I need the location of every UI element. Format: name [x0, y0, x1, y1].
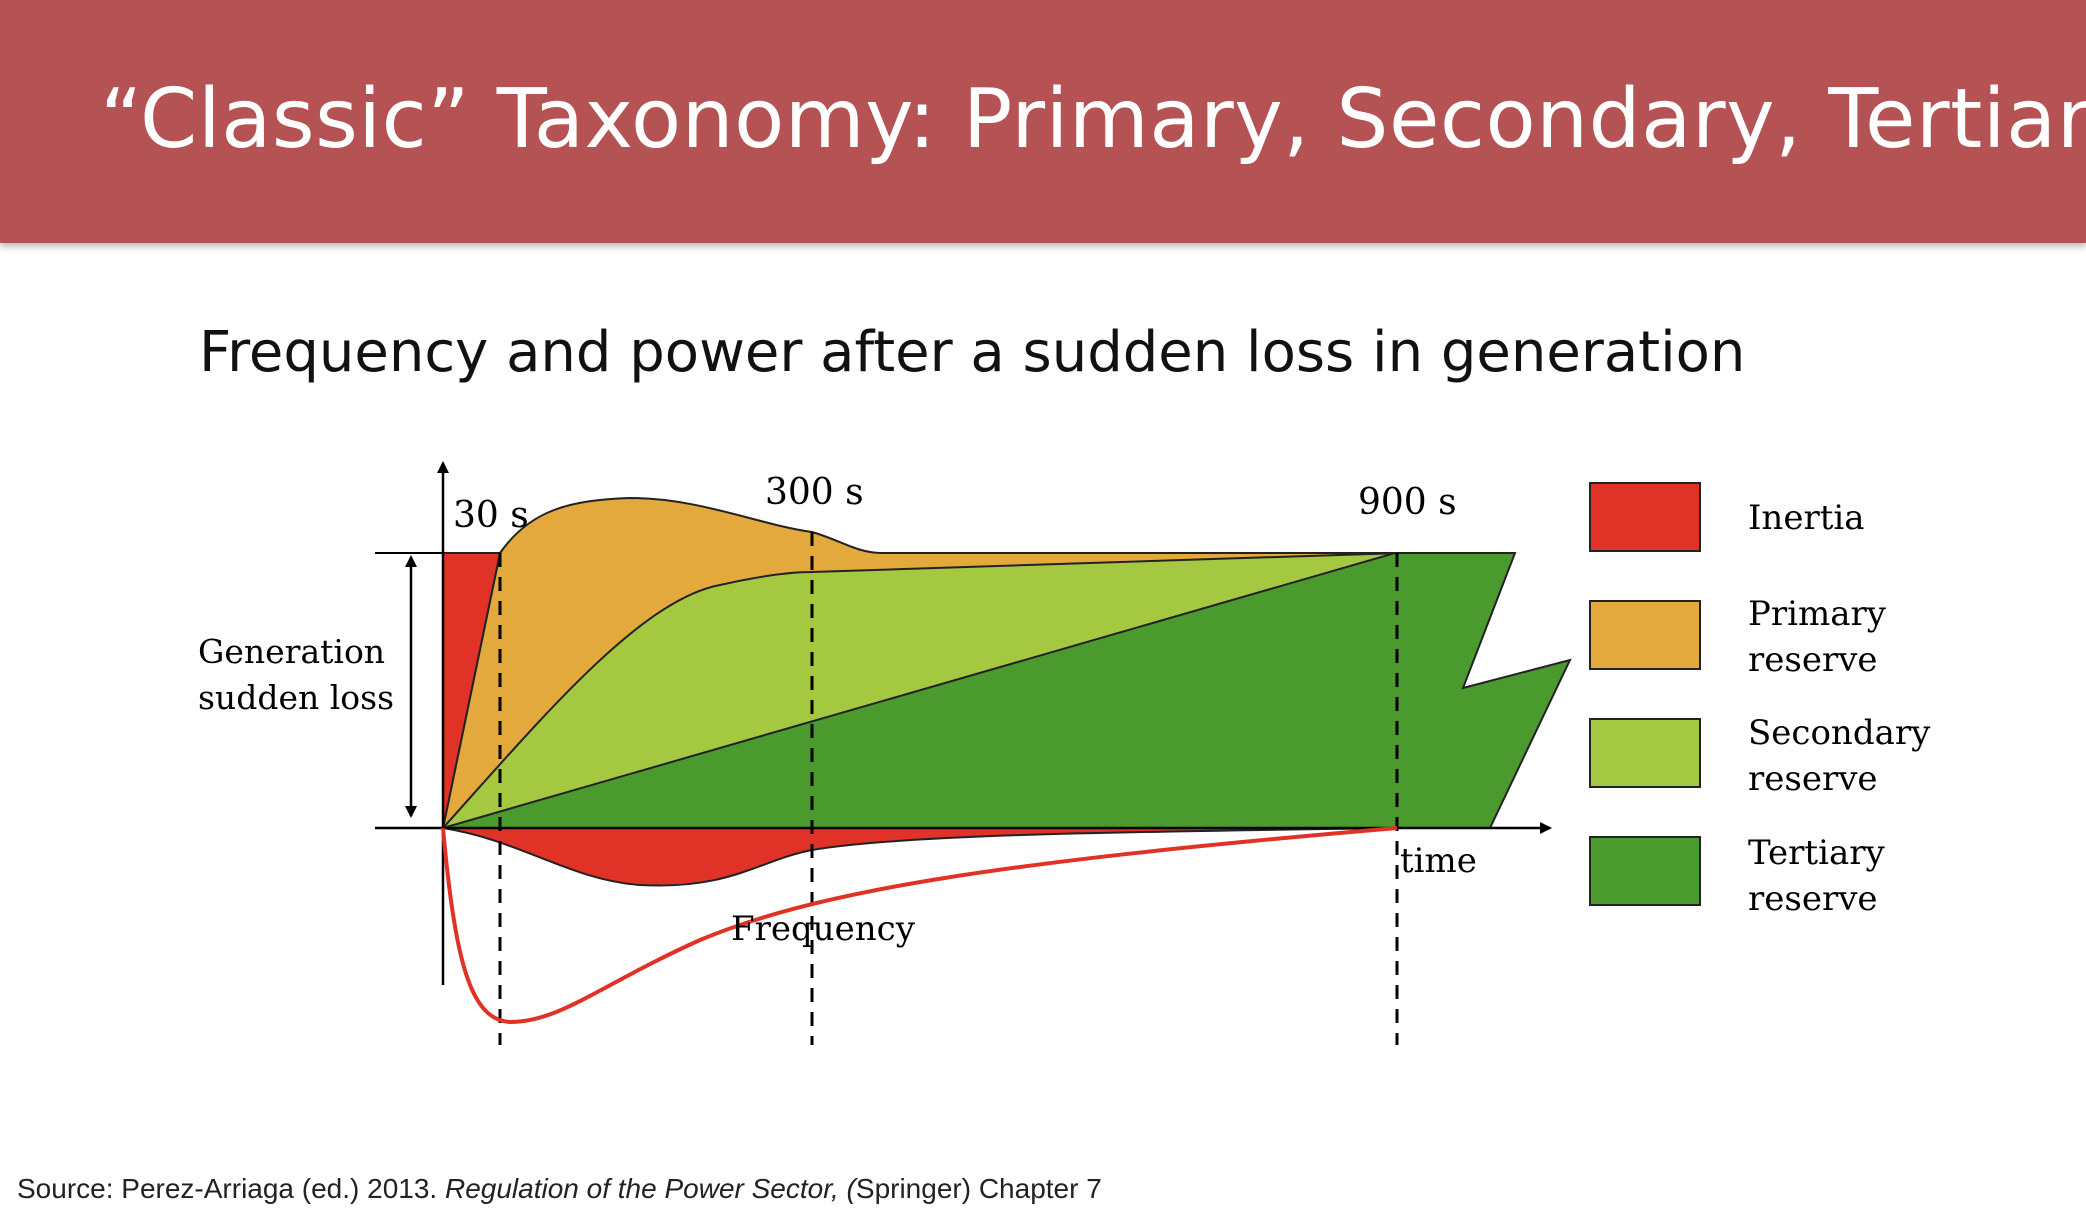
source-prefix: Source: Perez-Arriaga (ed.) 2013. — [17, 1173, 445, 1204]
legend-swatch-secondary — [1589, 718, 1701, 788]
legend-label-primary-line1: Primary — [1748, 594, 1887, 634]
legend-label-tertiary-line2: reserve — [1748, 879, 1878, 919]
source-book-title: Regulation of the Power Sector, ( — [444, 1173, 856, 1204]
legend-label-secondary-line2: reserve — [1748, 759, 1878, 799]
time-axis-label: time — [1400, 841, 1477, 881]
frequency-label: Frequency — [731, 909, 916, 949]
legend-label-tertiary-line1: Tertiary — [1748, 833, 1885, 873]
legend-swatch-primary — [1589, 600, 1701, 670]
loss-label-line2: sudden loss — [198, 678, 394, 717]
time-marker-300s: 300 s — [765, 472, 864, 513]
slide-title: “Classic” Taxonomy: Primary, Secondary, … — [100, 72, 2086, 167]
legend-label-secondary-line1: Secondary — [1748, 713, 1931, 753]
legend: Inertia Primary reserve Secondary reserv… — [1589, 482, 1931, 919]
frequency-deviation-band — [442, 827, 1401, 887]
diagram-subtitle: Frequency and power after a sudden loss … — [199, 320, 1746, 385]
legend-swatch-tertiary — [1589, 836, 1701, 906]
legend-label-inertia: Inertia — [1748, 498, 1865, 538]
time-marker-900s: 900 s — [1358, 482, 1457, 523]
legend-swatch-inertia — [1589, 482, 1701, 552]
time-marker-30s: 30 s — [453, 495, 529, 536]
legend-label-primary-line2: reserve — [1748, 640, 1878, 680]
source-citation: Source: Perez-Arriaga (ed.) 2013. Regula… — [17, 1173, 1102, 1205]
source-suffix: Springer) Chapter 7 — [855, 1173, 1102, 1204]
frequency-curve — [441, 826, 1398, 1025]
title-bar: “Classic” Taxonomy: Primary, Secondary, … — [0, 0, 2086, 243]
loss-label-line1: Generation — [198, 632, 385, 671]
